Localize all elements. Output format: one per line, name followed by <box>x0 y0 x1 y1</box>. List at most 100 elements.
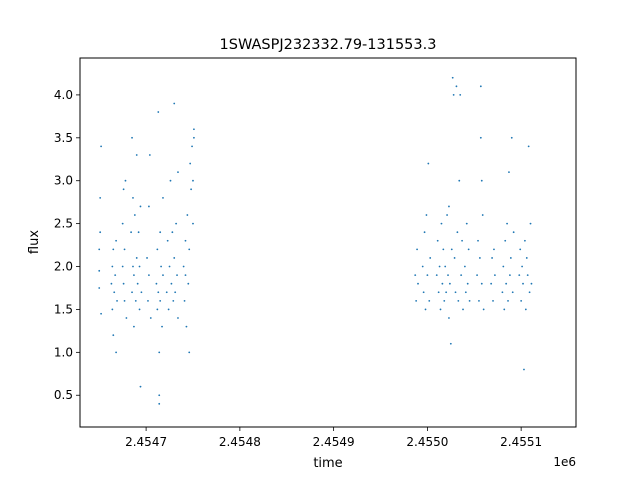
data-point <box>176 274 178 277</box>
data-point <box>167 308 170 311</box>
data-point <box>148 274 150 277</box>
data-point <box>510 136 513 139</box>
data-point <box>482 308 485 311</box>
data-point <box>190 188 193 191</box>
data-point <box>458 179 461 182</box>
data-point <box>416 248 418 251</box>
data-point <box>528 291 531 294</box>
data-point <box>140 291 143 294</box>
data-point <box>509 274 511 277</box>
data-point <box>501 291 504 294</box>
data-point <box>454 291 457 294</box>
data-point <box>461 239 463 242</box>
data-point <box>156 308 159 311</box>
data-point <box>424 308 427 311</box>
x-tick-label: 2.4550 <box>406 435 448 449</box>
y-tick-label: 2.5 <box>54 217 73 231</box>
data-point <box>436 239 439 242</box>
chart-title: 1SWASPJ232332.79-131553.3 <box>220 37 437 53</box>
data-point <box>173 102 176 105</box>
data-point <box>162 196 164 199</box>
data-point <box>438 265 441 268</box>
axis-ticks: 2.4547 2.4548 2.4549 2.4550 2.4551 0.5 1.0 1.5 2… <box>54 88 542 449</box>
data-point <box>502 265 505 268</box>
data-point <box>137 231 140 234</box>
data-point <box>490 282 493 285</box>
data-point <box>476 274 478 277</box>
data-point <box>157 291 160 294</box>
data-point <box>492 299 494 302</box>
data-point <box>171 231 174 234</box>
data-point <box>158 402 161 405</box>
data-point <box>113 291 116 294</box>
data-point <box>427 162 430 165</box>
data-point <box>139 385 142 388</box>
data-point <box>136 282 139 285</box>
data-point <box>526 274 529 277</box>
data-point <box>456 231 459 234</box>
data-point <box>446 214 448 216</box>
data-point <box>511 291 514 294</box>
data-point <box>177 171 179 174</box>
data-point <box>125 317 128 319</box>
data-point <box>479 85 482 88</box>
data-point <box>112 334 115 337</box>
data-point <box>448 205 450 208</box>
data-point <box>121 265 124 268</box>
data-point <box>169 179 172 182</box>
data-point <box>165 291 168 294</box>
data-point <box>156 248 159 251</box>
data-point <box>524 239 526 242</box>
data-point <box>527 145 530 148</box>
data-point <box>111 308 114 311</box>
data-point <box>521 265 523 268</box>
data-point <box>448 317 450 319</box>
data-point <box>131 136 133 139</box>
y-tick-label: 3.5 <box>54 131 73 145</box>
data-point <box>184 274 187 277</box>
data-point <box>504 239 507 242</box>
data-point <box>115 351 117 354</box>
data-point <box>168 265 171 268</box>
data-point <box>524 308 527 311</box>
data-point <box>124 179 127 182</box>
data-point <box>148 154 151 156</box>
data-point <box>188 351 191 354</box>
data-point <box>157 111 160 113</box>
data-point <box>182 265 185 268</box>
data-point <box>147 299 149 302</box>
data-point <box>450 248 453 251</box>
data-point <box>187 282 190 285</box>
data-point <box>148 205 150 208</box>
data-point <box>530 282 533 285</box>
data-point <box>423 231 426 234</box>
data-point <box>158 394 161 397</box>
scatter-points <box>98 76 533 405</box>
data-point <box>98 248 101 251</box>
data-point <box>185 325 188 328</box>
data-point <box>505 282 508 285</box>
data-point <box>493 248 495 251</box>
data-point <box>415 299 418 302</box>
data-point <box>135 257 138 259</box>
data-point <box>520 299 523 302</box>
data-point <box>193 128 195 131</box>
data-point <box>512 231 515 234</box>
data-point <box>116 299 118 302</box>
data-point <box>123 248 126 251</box>
data-point <box>478 257 481 259</box>
data-point <box>99 231 102 234</box>
data-point <box>449 342 452 345</box>
data-point <box>519 248 522 251</box>
data-point <box>133 325 135 328</box>
data-point <box>468 299 471 302</box>
data-point <box>491 257 493 259</box>
data-point <box>425 214 428 216</box>
data-point <box>455 85 458 88</box>
data-point <box>477 239 479 242</box>
data-point <box>464 291 467 294</box>
data-point <box>509 257 512 259</box>
data-point <box>439 308 442 311</box>
data-point <box>440 222 443 225</box>
